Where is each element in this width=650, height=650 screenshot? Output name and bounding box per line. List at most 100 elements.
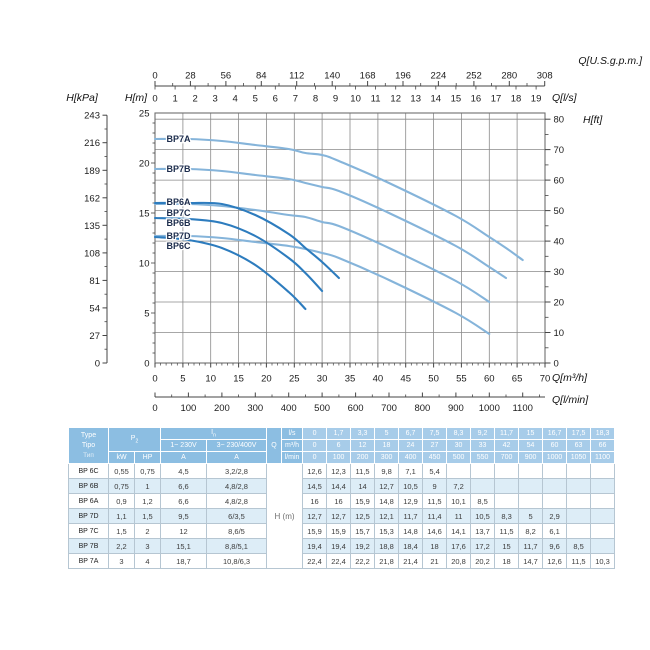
cell-head-value: 15,3 bbox=[374, 523, 400, 539]
axis-tick-label: 70 bbox=[554, 145, 565, 156]
cell-head-value: 10,5 bbox=[470, 508, 496, 524]
cell-head-value: 8,2 bbox=[518, 523, 544, 539]
header-1phase: 1~ 230V bbox=[160, 439, 208, 452]
header-q-lmin-value: 1100 bbox=[590, 451, 616, 464]
header-q-m3h-value: 30 bbox=[446, 439, 472, 452]
header-q-ls-value: 8,3 bbox=[446, 427, 472, 440]
header-q-ls-value: 7,5 bbox=[422, 427, 448, 440]
axis-tick-label: 2 bbox=[192, 94, 197, 105]
axis-tick-label: 60 bbox=[554, 176, 565, 187]
axis-label-kpa: H[kPa] bbox=[66, 92, 99, 104]
axis-tick-label: 224 bbox=[430, 71, 446, 82]
cell-head-value: 6,1 bbox=[542, 523, 568, 539]
axis-tick-label: 81 bbox=[89, 276, 100, 287]
axis-tick-label: 140 bbox=[324, 71, 340, 82]
cell-head-value: 14,6 bbox=[422, 523, 448, 539]
axis-tick-label: 0 bbox=[144, 359, 149, 370]
header-q-m3h-value: 66 bbox=[590, 439, 616, 452]
header-q-lmin-value: 300 bbox=[374, 451, 400, 464]
cell-head-value bbox=[494, 463, 520, 479]
axis-tick-label: 280 bbox=[501, 71, 517, 82]
header-type: Type Tipo Тип bbox=[68, 427, 109, 464]
cell-head-value: 8,5 bbox=[470, 493, 496, 509]
cell-head-value: 11,7 bbox=[398, 508, 424, 524]
cell-type: BP 7D bbox=[68, 508, 109, 524]
cell-amp-3phase: 8,8/5,1 bbox=[206, 538, 268, 554]
axis-tick-label: 162 bbox=[84, 193, 100, 204]
cell-head-value bbox=[590, 538, 616, 554]
cell-kw: 2,2 bbox=[108, 538, 135, 554]
cell-head-value: 11,5 bbox=[494, 523, 520, 539]
axis-tick-label: 10 bbox=[350, 94, 361, 105]
header-q-lmin-value: 0 bbox=[302, 451, 328, 464]
cell-head-value: 15 bbox=[494, 538, 520, 554]
axis-tick-label: 80 bbox=[554, 115, 565, 126]
cell-head-value: 19,4 bbox=[326, 538, 352, 554]
cell-head-value: 20,2 bbox=[470, 553, 496, 569]
axis-tick-label: 17 bbox=[491, 94, 502, 105]
cell-head-value: 18 bbox=[422, 538, 448, 554]
axis-tick-label: 56 bbox=[221, 71, 232, 82]
curve-label-bp6b: BP6B bbox=[167, 218, 192, 228]
cell-head-value: 14,8 bbox=[398, 523, 424, 539]
cell-head-value: 21,4 bbox=[398, 553, 424, 569]
axis-tick-label: 7 bbox=[293, 94, 298, 105]
cell-head-value: 7,2 bbox=[446, 478, 472, 494]
axis-tick-label: 0 bbox=[152, 374, 157, 385]
header-q-m3h-value: 12 bbox=[350, 439, 376, 452]
header-hp: HP bbox=[133, 451, 162, 464]
cell-head-value bbox=[542, 463, 568, 479]
cell-type: BP 6C bbox=[68, 463, 109, 479]
header-amp-3: A bbox=[206, 451, 268, 464]
cell-hp: 4 bbox=[133, 553, 162, 569]
axis-tick-label: 35 bbox=[345, 374, 356, 385]
header-q-lmin-value: 700 bbox=[494, 451, 520, 464]
axis-tick-label: 10 bbox=[139, 259, 150, 270]
axis-tick-label: 40 bbox=[554, 237, 565, 248]
cell-hp: 2 bbox=[133, 523, 162, 539]
cell-amp-3phase: 4,8/2,8 bbox=[206, 478, 268, 494]
header-amp-1: A bbox=[160, 451, 208, 464]
axis-tick-label: 70 bbox=[540, 374, 551, 385]
header-q-lmin-value: 450 bbox=[422, 451, 448, 464]
cell-head-value: 18 bbox=[494, 553, 520, 569]
axis-tick-label: 189 bbox=[84, 166, 100, 177]
cell-head-value bbox=[566, 463, 592, 479]
header-q-lmin-value: 550 bbox=[470, 451, 496, 464]
cell-head-value bbox=[590, 463, 616, 479]
axis-tick-label: 27 bbox=[89, 331, 100, 342]
cell-head-value: 12,5 bbox=[350, 508, 376, 524]
axis-tick-label: 50 bbox=[428, 374, 439, 385]
cell-h-m-label: H (m) bbox=[266, 463, 304, 569]
cell-head-value bbox=[470, 463, 496, 479]
cell-head-value bbox=[518, 478, 544, 494]
axis-tick-label: 30 bbox=[317, 374, 328, 385]
axis-tick-label: 3 bbox=[213, 94, 218, 105]
axis-tick-label: 5 bbox=[144, 309, 149, 320]
cell-head-value bbox=[542, 493, 568, 509]
cell-head-value: 11 bbox=[446, 508, 472, 524]
cell-head-value: 14 bbox=[350, 478, 376, 494]
axis-tick-label: 45 bbox=[400, 374, 411, 385]
axis-tick-label: 8 bbox=[313, 94, 318, 105]
curve-bp6a bbox=[153, 201, 340, 280]
cell-head-value bbox=[518, 493, 544, 509]
axis-tick-label: 15 bbox=[233, 374, 244, 385]
header-q-m3h-value: 6 bbox=[326, 439, 352, 452]
cell-head-value: 17,2 bbox=[470, 538, 496, 554]
axis-tick-label: 400 bbox=[281, 403, 297, 414]
cell-head-value bbox=[470, 478, 496, 494]
axis-tick-label: 20 bbox=[261, 374, 272, 385]
cell-amp-3phase: 10,8/6,3 bbox=[206, 553, 268, 569]
header-q-ls-value: 0 bbox=[302, 427, 328, 440]
axis-tick-label: 252 bbox=[466, 71, 482, 82]
cell-type: BP 6A bbox=[68, 493, 109, 509]
table-row-bp-7a: BP 7A 3 4 18,7 10,8/6,3 22,4 22,4 22,2 21,8 21,4 2… bbox=[68, 553, 616, 569]
axis-tick-label: 10 bbox=[554, 328, 565, 339]
table-row-bp-6a: BP 6A 0,9 1,2 6,6 4,8/2,8 16 16 15,9 14,8 12,9 11,… bbox=[68, 493, 616, 509]
cell-head-value: 15,9 bbox=[302, 523, 328, 539]
header-q-m3h-value: 33 bbox=[470, 439, 496, 452]
